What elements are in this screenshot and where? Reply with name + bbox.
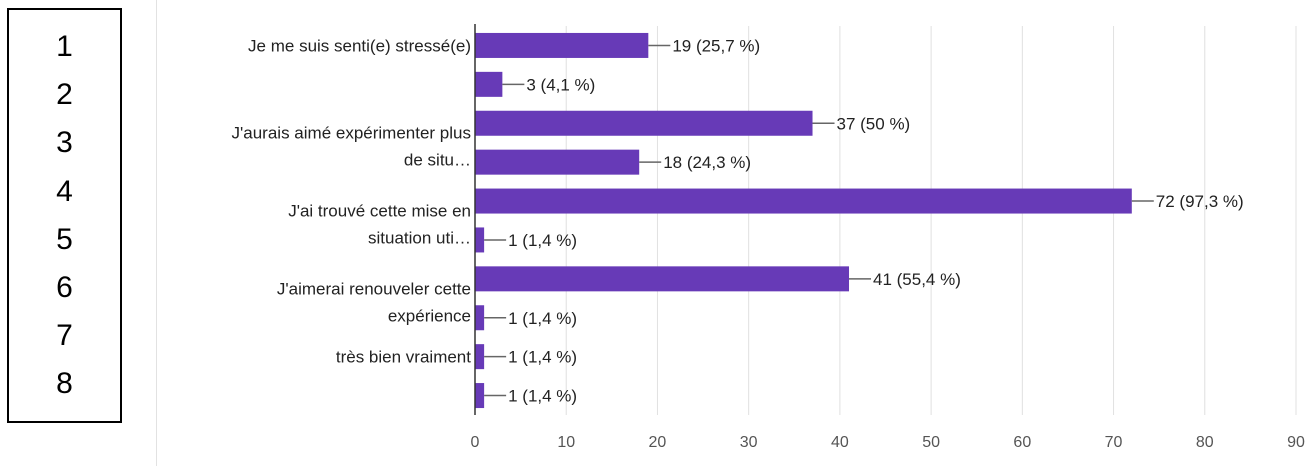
category-label: situation uti… [368, 229, 471, 248]
bar [475, 71, 503, 97]
x-tick-label: 80 [1196, 434, 1214, 451]
x-tick-label: 0 [471, 434, 480, 451]
number-item: 2 [56, 78, 73, 111]
x-tick-label: 10 [557, 434, 575, 451]
value-label: 72 (97,3 %) [1156, 192, 1244, 211]
value-label: 37 (50 %) [837, 114, 911, 133]
category-label: de situ… [404, 151, 471, 170]
category-label: J'ai trouvé cette mise en [288, 202, 471, 221]
number-item: 4 [56, 175, 73, 208]
x-tick-label: 60 [1013, 434, 1031, 451]
x-tick-label: 40 [831, 434, 849, 451]
category-label: J'aimerai renouveler cette [277, 279, 471, 298]
bar [475, 305, 485, 331]
value-label: 3 (4,1 %) [526, 75, 595, 94]
x-tick-label: 30 [740, 434, 758, 451]
number-item: 7 [56, 319, 73, 352]
number-item: 3 [56, 126, 73, 159]
number-item: 6 [56, 271, 73, 304]
value-label: 18 (24,3 %) [663, 153, 751, 172]
value-label: 19 (25,7 %) [672, 36, 760, 55]
x-tick-label: 70 [1105, 434, 1123, 451]
number-item: 1 [56, 30, 73, 63]
bar [475, 188, 1132, 214]
x-tick-label: 90 [1287, 434, 1305, 451]
bar [475, 227, 485, 253]
bar [475, 383, 485, 409]
bar [475, 110, 813, 136]
bar [475, 266, 850, 292]
value-label: 41 (55,4 %) [873, 270, 961, 289]
category-label: J'aurais aimé expérimenter plus [232, 124, 471, 143]
value-label: 1 (1,4 %) [508, 348, 577, 367]
category-label: expérience [388, 306, 471, 325]
value-label: 1 (1,4 %) [508, 309, 577, 328]
x-tick-label: 50 [922, 434, 940, 451]
category-label: Je me suis senti(e) stressé(e) [248, 36, 471, 55]
number-list-box: 1 2 3 4 5 6 7 8 [7, 8, 122, 423]
number-item: 5 [56, 223, 73, 256]
number-item: 8 [56, 367, 73, 400]
bar [475, 32, 649, 58]
bar [475, 344, 485, 370]
value-label: 1 (1,4 %) [508, 387, 577, 406]
bar [475, 149, 640, 175]
value-label: 1 (1,4 %) [508, 231, 577, 250]
x-tick-label: 20 [649, 434, 667, 451]
panel-divider [156, 0, 157, 466]
category-label: très bien vraiment [336, 348, 471, 367]
